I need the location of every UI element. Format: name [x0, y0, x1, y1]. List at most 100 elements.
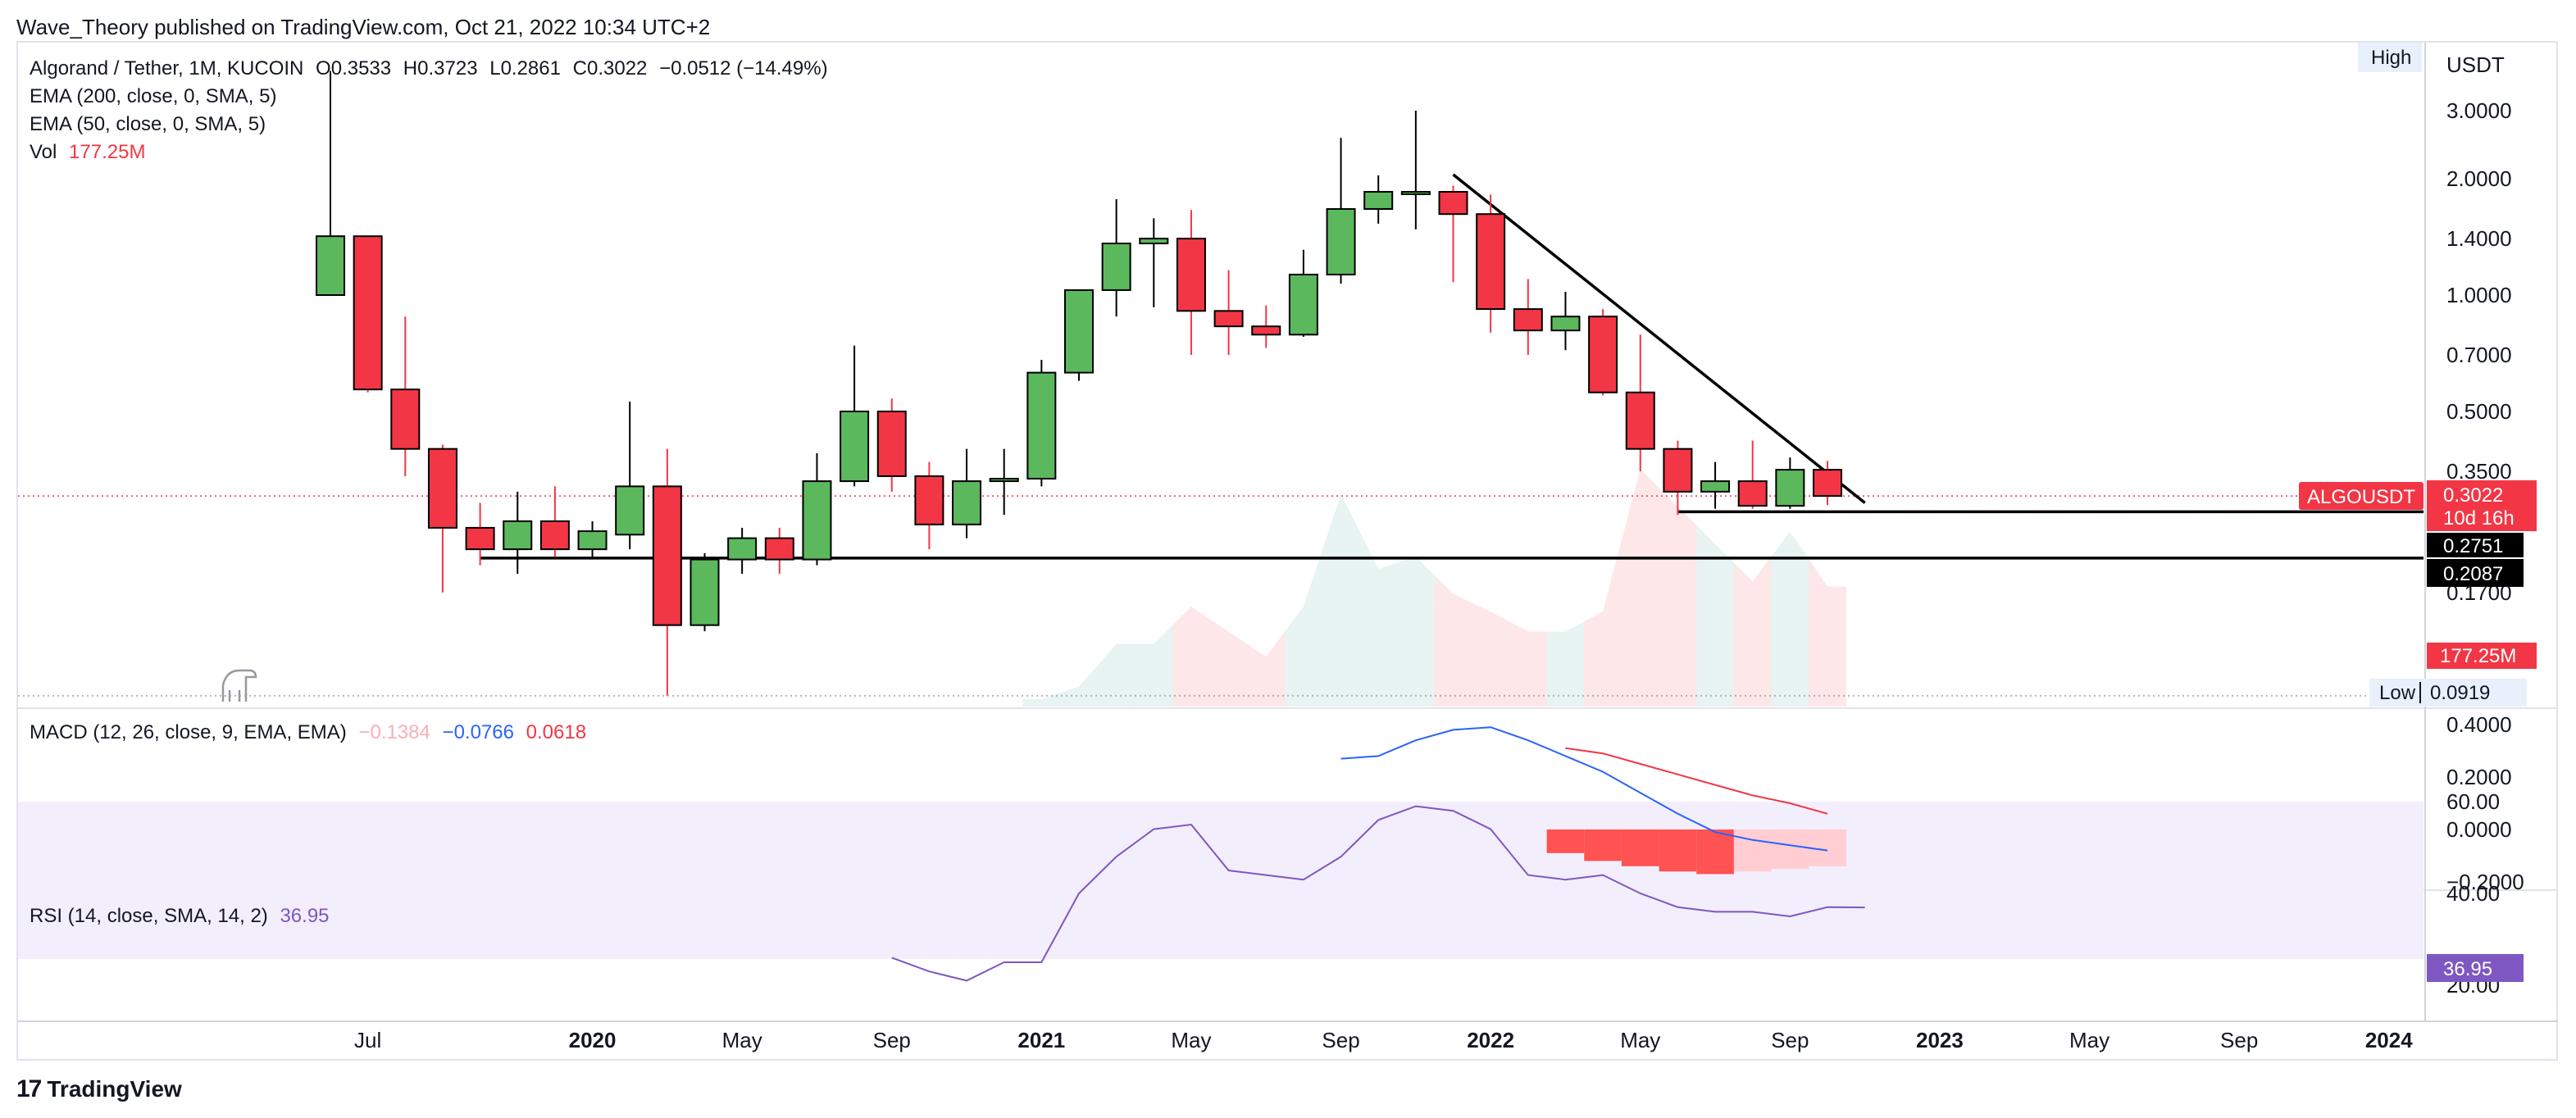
- time-tick-label: Sep: [1771, 1028, 1809, 1052]
- time-tick-label: May: [722, 1028, 762, 1052]
- macd-signal-value: 0.0618: [526, 721, 587, 743]
- rsi-value: 36.95: [280, 905, 330, 927]
- candle-body[interactable]: [1213, 310, 1244, 328]
- level-1-tag: 0.2751: [2443, 535, 2503, 557]
- candle-body[interactable]: [1550, 316, 1581, 332]
- legend-ema50[interactable]: EMA (50, close, 0, SMA, 5): [30, 113, 266, 135]
- candle-body[interactable]: [1775, 469, 1805, 507]
- price-tick-label: 2.0000: [2446, 166, 2512, 191]
- level-1-tag-bg: [2427, 533, 2524, 557]
- candle-body[interactable]: [1139, 238, 1169, 245]
- macd-tick-label: 0.4000: [2446, 712, 2512, 737]
- candle-body[interactable]: [914, 475, 944, 525]
- chart-frame: [16, 41, 2558, 1061]
- candle-body[interactable]: [802, 480, 832, 561]
- legend-rsi[interactable]: RSI (14, close, SMA, 14, 2) 36.95: [30, 905, 330, 928]
- candle-body[interactable]: [1476, 213, 1506, 311]
- macd-histogram-bar: [1584, 829, 1622, 861]
- candle-body[interactable]: [876, 410, 907, 477]
- volume-area: [1359, 531, 1398, 707]
- symbol-tag[interactable]: ALGOUSDT: [2307, 486, 2415, 508]
- macd-histogram-bar: [1621, 829, 1659, 866]
- price-tick-label: 1.4000: [2446, 226, 2512, 251]
- candle-body[interactable]: [1737, 480, 1768, 507]
- legend-macd[interactable]: MACD (12, 26, close, 9, EMA, EMA) −0.138…: [30, 721, 586, 744]
- vol-tag-bg: [2427, 643, 2537, 669]
- candle-body[interactable]: [1064, 289, 1094, 374]
- volume-area: [1322, 493, 1360, 707]
- time-tick-label: Sep: [873, 1028, 911, 1052]
- time-tick-label: Sep: [1322, 1028, 1359, 1052]
- candle-body[interactable]: [353, 235, 383, 391]
- candle-body[interactable]: [1625, 391, 1655, 450]
- candle-body[interactable]: [465, 526, 495, 551]
- macd-histogram-bar: [1696, 829, 1734, 875]
- candle-body[interactable]: [1513, 308, 1543, 332]
- footer-brand[interactable]: 17 TradingView: [16, 1075, 182, 1103]
- candle-body[interactable]: [1663, 448, 1693, 493]
- candle-body[interactable]: [1813, 469, 1842, 498]
- volume-area: [1022, 693, 1061, 707]
- candle-body[interactable]: [1251, 325, 1281, 336]
- candle-body[interactable]: [390, 389, 421, 450]
- volume-area: [1584, 540, 1622, 707]
- candle-body[interactable]: [1288, 273, 1318, 336]
- volume-area: [1621, 469, 1659, 707]
- time-tick-label: Sep: [2220, 1028, 2258, 1052]
- volume-area: [1733, 557, 1772, 707]
- candle-body[interactable]: [316, 235, 345, 296]
- legend-symbol[interactable]: Algorand / Tether, 1M, KUCOIN: [30, 57, 304, 80]
- volume-area: [1209, 619, 1248, 707]
- volume-area: [1247, 631, 1286, 707]
- candle-body[interactable]: [1326, 207, 1356, 275]
- legend-close: C0.3022: [572, 57, 648, 80]
- candle-body[interactable]: [1026, 371, 1057, 479]
- signal-line: [1565, 747, 1828, 815]
- candle-body[interactable]: [1588, 316, 1618, 393]
- candle-body[interactable]: [952, 480, 982, 525]
- low-value: 0.0919: [2430, 682, 2490, 704]
- price-axis-currency[interactable]: USDT: [2446, 52, 2505, 77]
- candle-body[interactable]: [539, 520, 570, 551]
- candle-body[interactable]: [727, 537, 758, 561]
- volume-area: [1285, 550, 1322, 707]
- last-price-tag-bg: [2427, 480, 2537, 531]
- candle-body[interactable]: [427, 448, 457, 529]
- candle-body[interactable]: [1438, 191, 1468, 216]
- rsi-tick-label: 60.00: [2446, 789, 2500, 814]
- candle-body[interactable]: [840, 410, 870, 483]
- candle-body[interactable]: [1176, 238, 1206, 312]
- trendline-descending[interactable]: [1452, 173, 1866, 504]
- candle-body[interactable]: [1700, 480, 1731, 493]
- level-2-tag: 0.2087: [2443, 563, 2503, 585]
- high-label: High: [2371, 47, 2411, 69]
- volume-area: [1135, 625, 1173, 707]
- candle-body[interactable]: [615, 485, 645, 536]
- candle-body[interactable]: [652, 485, 682, 626]
- candle-body[interactable]: [989, 477, 1019, 483]
- time-tick-label: May: [1171, 1028, 1211, 1052]
- legend-ema200[interactable]: EMA (200, close, 0, SMA, 5): [30, 85, 277, 107]
- macd-tick-label: 0.0000: [2446, 817, 2512, 842]
- candle-body[interactable]: [1363, 191, 1394, 210]
- candle-body[interactable]: [1400, 191, 1431, 196]
- volume-area: [1809, 559, 1846, 707]
- candle-body[interactable]: [764, 537, 794, 561]
- last-price-tag: 0.3022: [2443, 484, 2503, 507]
- candle-body[interactable]: [690, 558, 720, 626]
- candle-body[interactable]: [577, 530, 608, 551]
- time-tick-label: May: [2069, 1028, 2109, 1052]
- legend-volume[interactable]: Vol 177.25M: [30, 141, 145, 164]
- legend-low: L0.2861: [489, 57, 561, 80]
- candle-body[interactable]: [1101, 243, 1131, 291]
- volume-area: [1434, 575, 1472, 707]
- price-tick-label: 0.5000: [2446, 399, 2512, 424]
- macd-histogram-bar: [1733, 829, 1772, 872]
- volume-area: [1172, 607, 1210, 707]
- volume-area: [1659, 488, 1697, 707]
- candle-body[interactable]: [503, 520, 533, 551]
- rsi-tick-label: 40.00: [2446, 881, 2500, 906]
- macd-hist-value: −0.1384: [358, 721, 430, 743]
- volume-area: [1546, 621, 1585, 707]
